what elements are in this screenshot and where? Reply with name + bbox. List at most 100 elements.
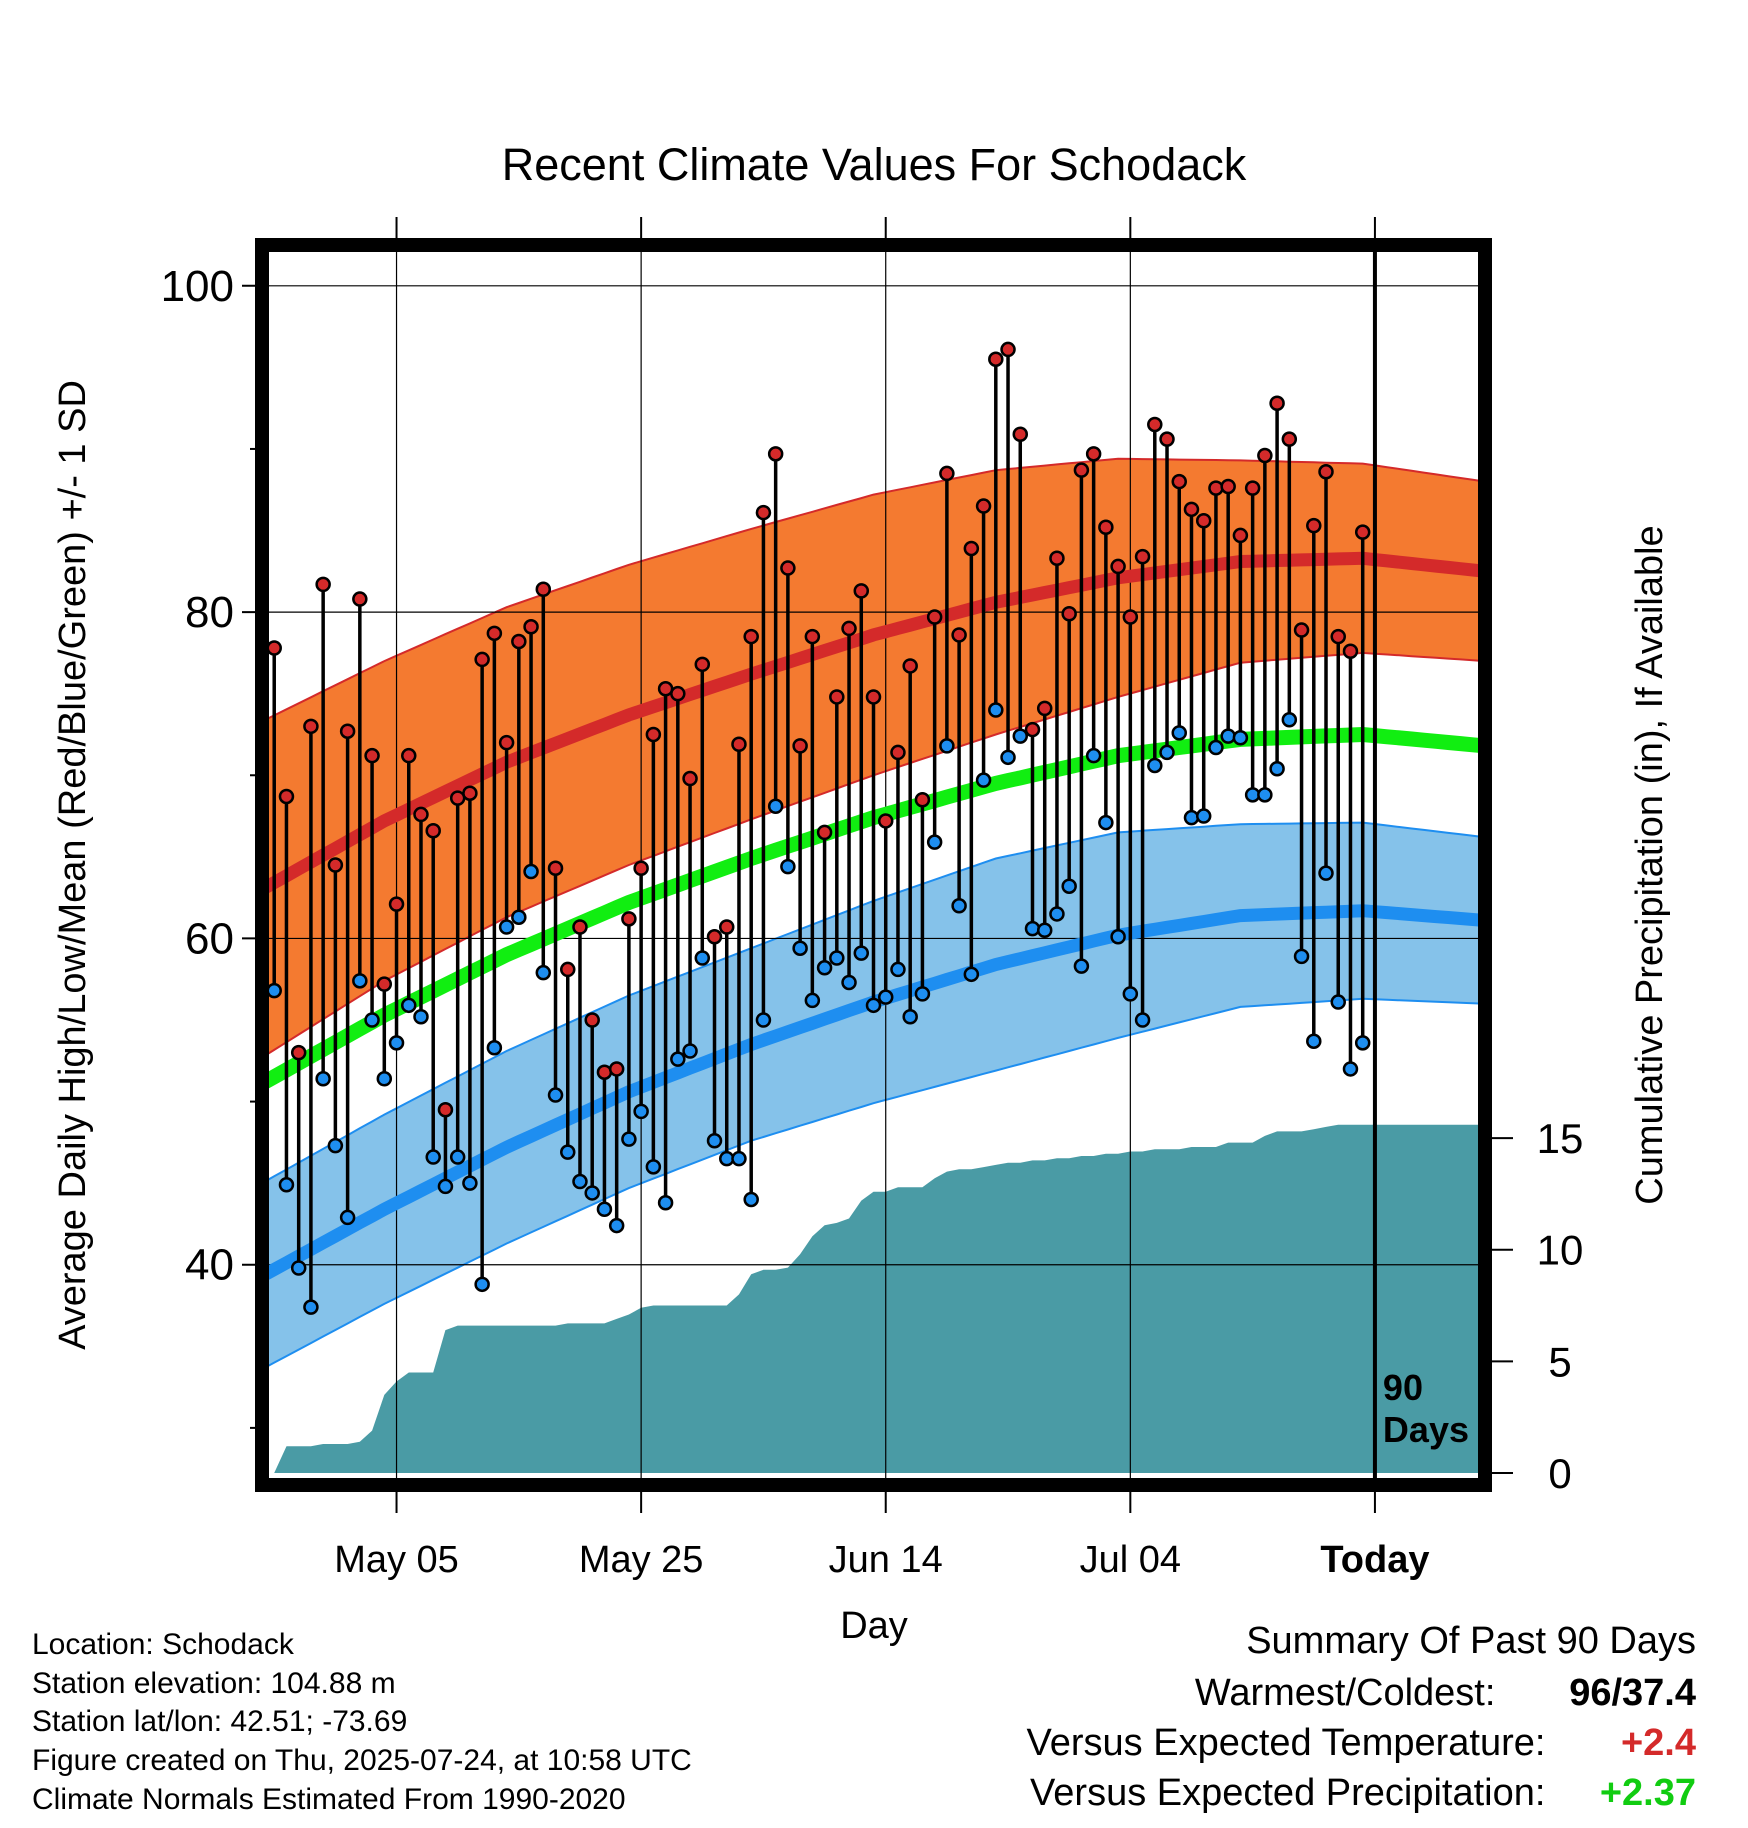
daily-high-point: [939, 465, 955, 482]
daily-low-point: [352, 973, 368, 989]
daily-high-point: [413, 806, 429, 823]
daily-low-point: [474, 1276, 490, 1293]
daily-high-point: [1000, 341, 1016, 358]
daily-high-point: [498, 734, 515, 751]
y-tick-label: 80: [185, 588, 234, 637]
daily-high-point: [1220, 478, 1236, 495]
daily-high-point: [853, 583, 870, 599]
daily-high-point: [486, 625, 503, 642]
daily-high-point: [829, 689, 845, 705]
daily-low-point: [413, 1008, 429, 1025]
daily-low-point: [535, 964, 552, 981]
daily-low-point: [621, 1131, 637, 1147]
daily-low-point: [388, 1035, 405, 1051]
daily-high-point: [914, 791, 931, 808]
daily-low-point: [1110, 929, 1126, 945]
daily-high-point: [1232, 527, 1249, 544]
info-elevation: Station elevation: 104.88 m: [32, 1667, 396, 1700]
daily-low-point: [1354, 1035, 1371, 1051]
daily-high-point: [327, 857, 344, 873]
daily-high-point: [560, 961, 576, 978]
daily-low-point: [1281, 712, 1298, 728]
daily-high-point: [1147, 416, 1163, 433]
daily-high-point: [1122, 609, 1139, 625]
daily-high-point: [315, 576, 331, 593]
low-sd-lower-line: [262, 997, 1485, 1371]
daily-low-point: [731, 1150, 747, 1167]
daily-low-point: [511, 909, 527, 925]
daily-low-point: [1306, 1033, 1322, 1049]
daily-high-point: [572, 919, 588, 935]
daily-low-point: [939, 738, 955, 754]
summary-warmest-label: Warmest/Coldest:: [1194, 1672, 1496, 1714]
daily-high-point: [767, 446, 784, 462]
daily-low-point: [902, 1008, 918, 1025]
y-tick-label: 40: [185, 1241, 234, 1290]
daily-low-point: [865, 997, 882, 1014]
daily-low-point: [401, 997, 417, 1014]
x-tick-label: May 05: [334, 1539, 459, 1581]
daily-low-point: [975, 772, 992, 788]
summary-precipitation: Versus Expected Precipitation: +2.37: [1030, 1772, 1696, 1815]
daily-high-point: [621, 911, 637, 927]
daily-high-point: [1134, 548, 1151, 565]
daily-low-point: [572, 1173, 588, 1190]
summary-temperature: Versus Expected Temperature: +2.4: [1027, 1722, 1696, 1765]
daily-high-point: [816, 824, 833, 841]
daily-low-point: [743, 1191, 759, 1208]
daily-high-point: [1061, 605, 1077, 622]
x-tick-label: Jun 14: [829, 1539, 943, 1581]
daily-high-point: [1159, 431, 1175, 447]
daily-low-point: [780, 858, 796, 875]
daily-high-point: [718, 919, 735, 935]
daily-high-point: [1306, 517, 1322, 534]
daily-high-point: [1183, 501, 1200, 518]
daily-low-point: [767, 798, 784, 815]
daily-high-point: [877, 813, 894, 829]
summary-temperature-label: Versus Expected Temperature:: [1026, 1722, 1546, 1764]
daily-low-point: [596, 1201, 613, 1218]
daily-high-point: [755, 504, 772, 521]
daily-high-point: [951, 627, 967, 643]
daily-low-point: [425, 1149, 441, 1165]
daily-high-point: [1171, 473, 1187, 490]
daily-low-point: [1049, 906, 1065, 922]
daily-low-point: [449, 1149, 466, 1165]
daily-high-point: [278, 788, 295, 805]
daily-high-point: [1073, 462, 1090, 478]
daily-high-point: [1269, 395, 1285, 412]
daily-low-point: [1134, 1012, 1151, 1028]
daily-low-point: [988, 702, 1004, 718]
daily-high-point: [1195, 512, 1212, 529]
info-normals: Climate Normals Estimated From 1990-2020: [32, 1783, 626, 1816]
daily-low-point: [633, 1103, 649, 1120]
daily-low-point: [657, 1194, 674, 1211]
daily-high-point: [792, 738, 808, 754]
daily-high-point: [731, 736, 747, 753]
daily-high-point: [352, 591, 368, 607]
daily-high-point: [388, 896, 405, 912]
daily-low-point: [670, 1051, 686, 1067]
daily-low-point: [584, 1185, 600, 1201]
daily-low-point: [1061, 878, 1077, 894]
daily-low-point: [914, 986, 931, 1002]
daily-low-point: [1342, 1061, 1359, 1077]
daily-low-point: [376, 1070, 393, 1087]
summary-warmest: Warmest/Coldest: 96/37.4: [1195, 1672, 1696, 1715]
daily-low-point: [877, 989, 894, 1005]
daily-high-point: [1012, 426, 1029, 443]
daily-low-point: [1257, 787, 1273, 803]
daily-high-point: [303, 718, 319, 735]
daily-high-point: [1342, 643, 1359, 660]
daily-high-point: [670, 685, 686, 702]
daily-low-point: [1073, 958, 1090, 974]
daily-high-point: [1281, 431, 1298, 447]
daily-low-point: [303, 1299, 319, 1315]
daily-high-point: [780, 560, 796, 576]
daily-low-point: [1036, 922, 1053, 939]
daily-high-point: [1085, 446, 1102, 462]
y2-axis-label: Cumulative Precipitation (in), If Availa…: [1629, 525, 1671, 1204]
daily-low-point: [1318, 865, 1334, 881]
daily-low-point: [1000, 749, 1016, 766]
